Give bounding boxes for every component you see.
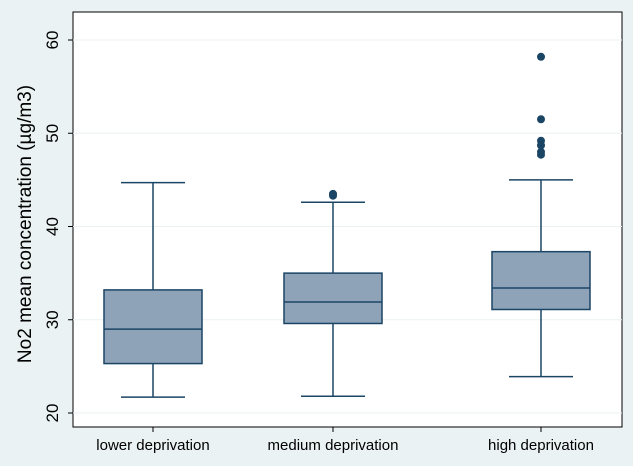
x-tick-label: high deprivation xyxy=(488,437,594,454)
y-tick-label: 50 xyxy=(43,124,62,143)
y-tick-label: 60 xyxy=(43,31,62,50)
box-iqr xyxy=(491,250,591,311)
y-tick-label: 20 xyxy=(43,404,62,423)
outlier-point xyxy=(537,115,545,124)
box-group xyxy=(491,52,591,378)
x-tick-label: lower deprivation xyxy=(96,437,209,454)
outlier-point xyxy=(537,147,545,156)
box-group xyxy=(283,189,383,397)
plot-area xyxy=(72,11,623,428)
x-tick-label: medium deprivation xyxy=(268,437,399,454)
box-group xyxy=(103,181,203,398)
y-axis-title: No2 mean concentration (µg/m3) xyxy=(15,85,36,363)
y-tick-label: 30 xyxy=(43,310,62,329)
boxes-layer xyxy=(103,52,591,398)
x-axis: lower deprivation medium deprivation high … xyxy=(96,427,594,454)
box-iqr xyxy=(283,272,383,325)
y-tick-label: 40 xyxy=(43,217,62,236)
outlier-point xyxy=(537,136,545,145)
outlier-point xyxy=(329,189,337,198)
y-axis: 20 30 40 50 60 xyxy=(43,31,73,423)
box-iqr xyxy=(103,289,203,365)
outlier-point xyxy=(537,52,545,61)
